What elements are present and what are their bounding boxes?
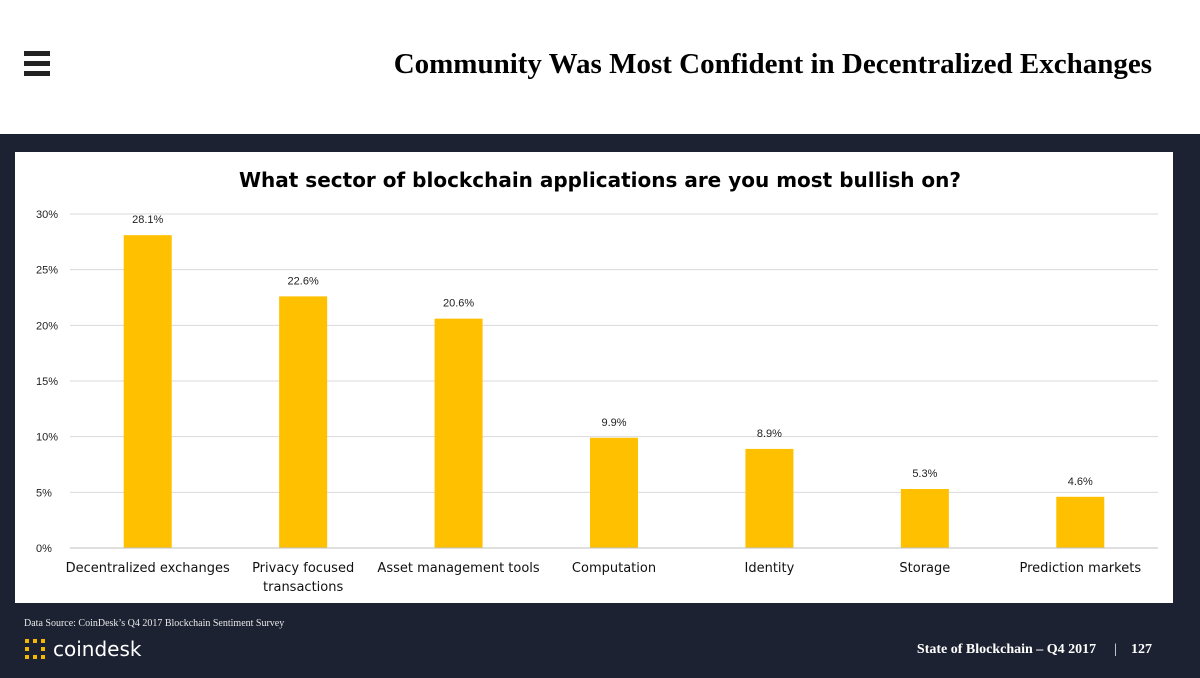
bar — [900, 488, 949, 548]
bar — [1056, 496, 1105, 548]
category-label: Storage — [899, 561, 950, 576]
y-tick-label: 0% — [36, 543, 52, 555]
data-label: 8.9% — [757, 428, 782, 440]
coindesk-logo: coindesk — [24, 637, 141, 661]
y-tick-label: 15% — [36, 376, 58, 388]
bar — [745, 448, 794, 548]
report-title: State of Blockchain – Q4 2017 — [916, 642, 1097, 657]
data-label: 28.1% — [132, 214, 163, 226]
chart-title: What sector of blockchain applications a… — [238, 168, 962, 192]
page-number: 127 — [1131, 642, 1152, 657]
data-label: 4.6% — [1068, 476, 1093, 488]
y-tick-label: 5% — [36, 487, 52, 499]
data-label: 20.6% — [443, 298, 474, 310]
bar — [434, 318, 483, 548]
category-label: Computation — [572, 561, 656, 576]
data-label: 22.6% — [288, 275, 319, 287]
category-label: Privacy focused transactions — [252, 561, 354, 595]
y-tick-label: 20% — [36, 320, 58, 332]
category-label: Asset management tools — [377, 561, 539, 576]
data-label: 9.9% — [601, 417, 626, 429]
category-label: Decentralized exchanges — [66, 561, 230, 576]
y-tick-label: 30% — [36, 209, 58, 221]
hamburger-menu-icon[interactable] — [24, 51, 50, 77]
footer-report: State of Blockchain – Q4 2017 | 127 — [917, 642, 1152, 658]
page-title: Community Was Most Confident in Decentra… — [393, 48, 1152, 80]
bar — [123, 235, 172, 549]
coindesk-logo-icon — [25, 639, 45, 659]
data-label: 5.3% — [912, 468, 937, 480]
y-tick-label: 10% — [36, 432, 58, 444]
bar — [590, 437, 638, 548]
category-label: Prediction markets — [1019, 561, 1141, 576]
y-tick-label: 25% — [36, 265, 58, 277]
footer-separator: | — [1114, 642, 1117, 657]
bar — [279, 296, 328, 548]
category-label: Identity — [745, 561, 795, 576]
logo-text: coindesk — [53, 637, 142, 661]
data-source-note: Data Source: CoinDesk’s Q4 2017 Blockcha… — [24, 618, 285, 629]
